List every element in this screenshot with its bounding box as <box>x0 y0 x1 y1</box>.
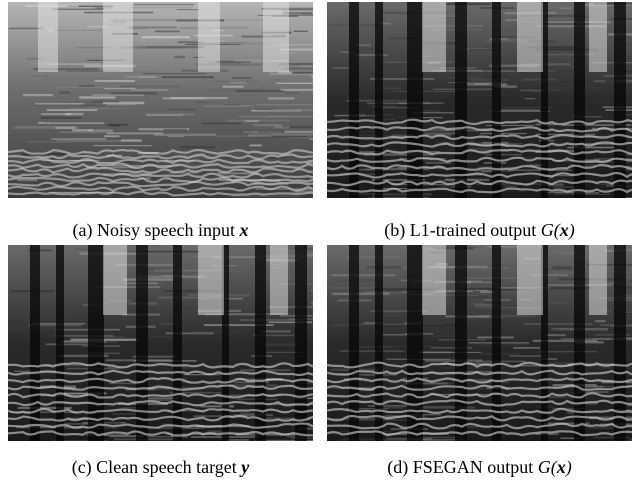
caption-a-math-part: x <box>239 220 249 240</box>
caption-b-math-part: x <box>559 220 569 240</box>
caption-b-math-part: G( <box>540 220 560 240</box>
caption-b-math: G(x) <box>541 220 575 240</box>
caption-a: (a) Noisy speech input x <box>8 219 313 241</box>
caption-d-text: (d) FSEGAN output <box>387 457 538 477</box>
caption-b-text: (b) L1-trained output <box>384 220 541 240</box>
caption-d-math: G(x) <box>538 457 572 477</box>
spectrogram-noisy-input <box>8 2 313 198</box>
caption-b-math-part: ) <box>568 220 575 240</box>
caption-d-math-part: ) <box>565 457 572 477</box>
caption-d-math-part: x <box>556 457 566 477</box>
caption-d: (d) FSEGAN output G(x) <box>327 456 632 478</box>
caption-a-text: (a) Noisy speech input <box>72 220 240 240</box>
spectrogram-clean-target <box>8 245 313 441</box>
caption-c-text: (c) Clean speech target <box>71 457 242 477</box>
caption-c-math: y <box>241 457 249 477</box>
caption-a-math: x <box>239 220 248 240</box>
spectrogram-fsegan-output <box>327 245 632 441</box>
caption-b: (b) L1-trained output G(x) <box>327 219 632 241</box>
caption-d-math-part: G( <box>537 457 557 477</box>
caption-c: (c) Clean speech target y <box>8 456 313 478</box>
caption-c-math-part: y <box>241 457 250 477</box>
spectrogram-l1-output <box>327 2 632 198</box>
